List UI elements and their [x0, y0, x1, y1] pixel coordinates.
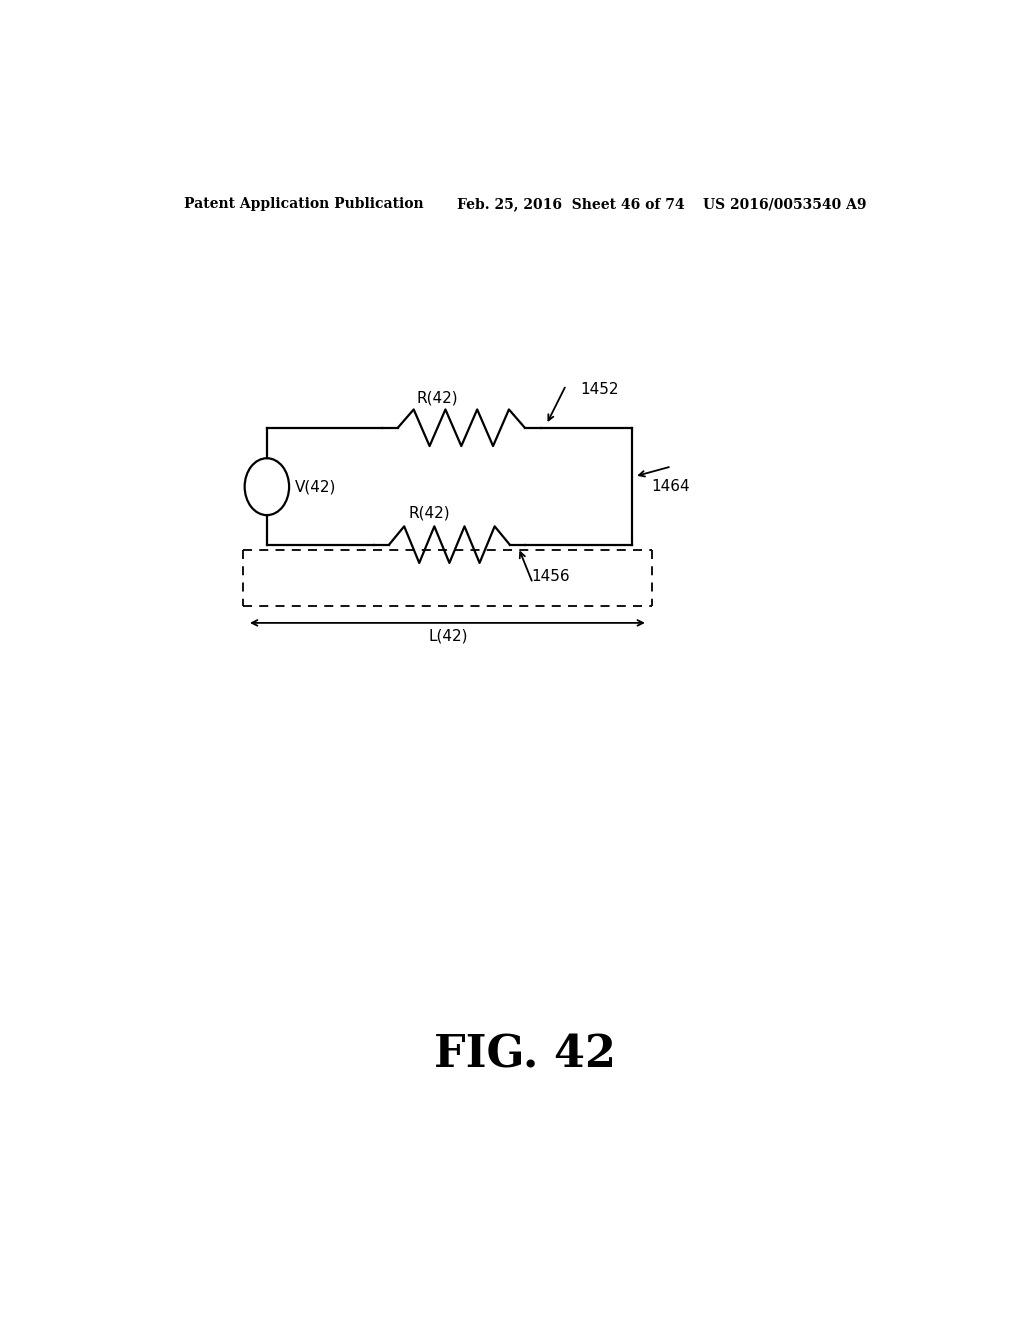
Text: 1456: 1456: [531, 569, 569, 583]
Text: 1452: 1452: [581, 381, 618, 396]
Text: 0.403: 0.403: [426, 628, 470, 644]
Text: FIG. 42: FIG. 42: [434, 1034, 615, 1076]
Text: L(42): L(42): [428, 628, 468, 644]
Text: R(42): R(42): [409, 506, 451, 520]
Text: V(42): V(42): [295, 479, 336, 494]
Text: US 2016/0053540 A9: US 2016/0053540 A9: [702, 197, 866, 211]
Text: 1464: 1464: [652, 479, 690, 494]
Text: Patent Application Publication: Patent Application Publication: [183, 197, 423, 211]
Text: Feb. 25, 2016  Sheet 46 of 74: Feb. 25, 2016 Sheet 46 of 74: [458, 197, 685, 211]
Text: R(42): R(42): [417, 391, 459, 405]
